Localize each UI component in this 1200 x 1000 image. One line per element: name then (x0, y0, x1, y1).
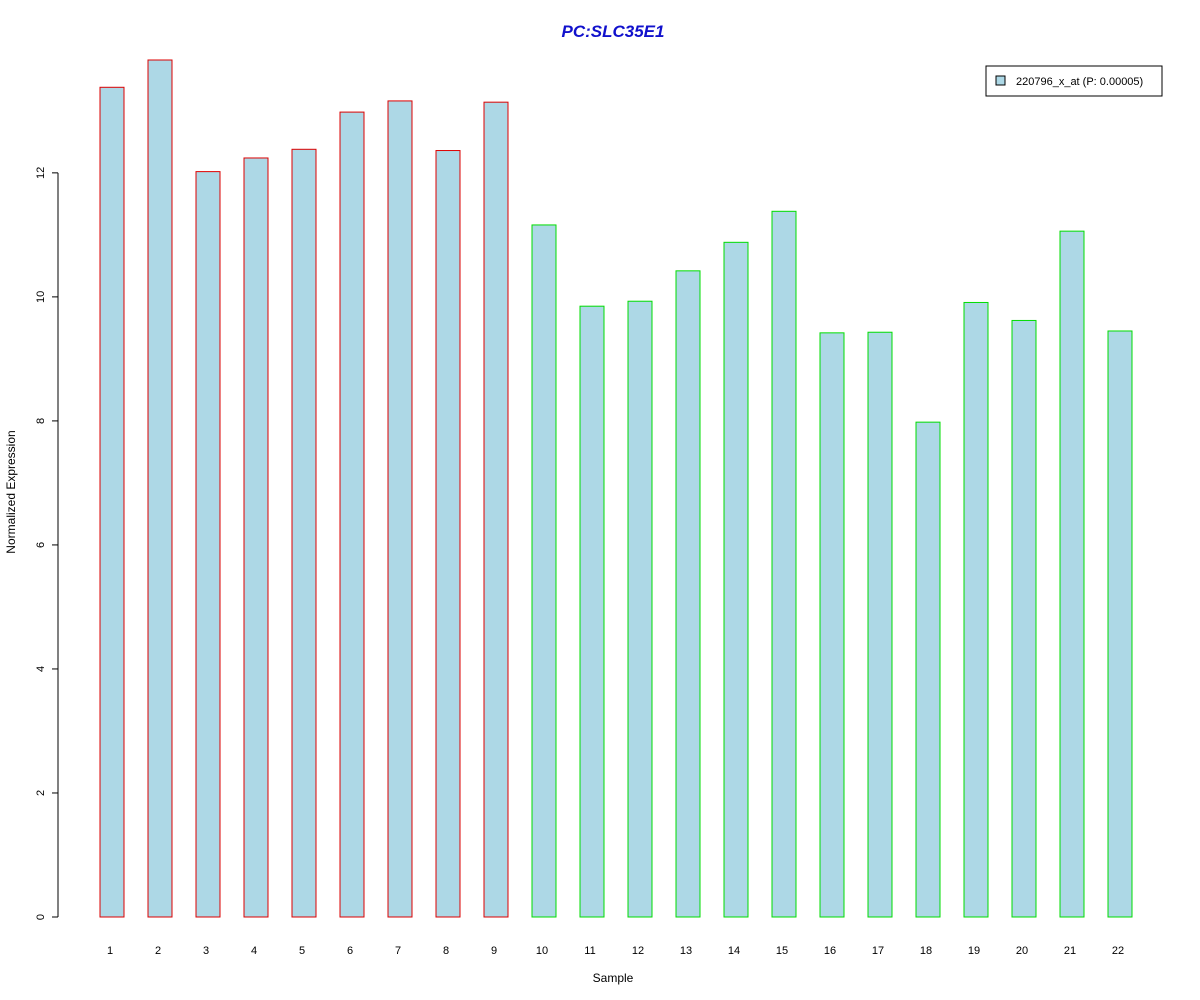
y-tick-label: 4 (35, 666, 47, 672)
bar (771, 210, 797, 918)
x-tick-label: 3 (203, 945, 209, 957)
bar (147, 59, 173, 918)
x-tick-label: 16 (824, 945, 836, 957)
bar (243, 157, 269, 918)
bar (915, 421, 941, 918)
legend-label: 220796_x_at (P: 0.00005) (1016, 76, 1143, 88)
x-tick-label: 13 (680, 945, 692, 957)
bar (195, 171, 221, 918)
bars (99, 59, 1133, 918)
x-tick-label: 7 (395, 945, 401, 957)
bar (99, 86, 125, 918)
bar (579, 305, 605, 918)
x-tick-label: 12 (632, 945, 644, 957)
x-tick-label: 10 (536, 945, 548, 957)
x-tick-label: 6 (347, 945, 353, 957)
x-tick-label: 19 (968, 945, 980, 957)
bar (963, 301, 989, 918)
bar (1059, 230, 1085, 918)
x-tick-label: 5 (299, 945, 305, 957)
x-tick-label: 18 (920, 945, 932, 957)
bar (627, 300, 653, 918)
bar (675, 270, 701, 918)
chart-title: PC:SLC35E1 (562, 22, 665, 41)
x-tick-label: 9 (491, 945, 497, 957)
bar (867, 331, 893, 918)
x-tick-label: 15 (776, 945, 788, 957)
x-axis-tick-labels: 1 2 3 4 5 6 7 8 9 10 11 12 13 14 15 16 17 18 19 20 21 22 (107, 945, 1124, 957)
legend-swatch (995, 75, 1006, 86)
y-tick-label: 8 (35, 418, 47, 424)
y-tick-label: 2 (35, 790, 47, 796)
x-tick-label: 14 (728, 945, 740, 957)
bar (387, 100, 413, 918)
bar (339, 111, 365, 918)
bar (435, 150, 461, 918)
y-tick-label: 10 (35, 291, 47, 303)
x-tick-label: 11 (584, 945, 595, 957)
x-tick-label: 1 (107, 945, 113, 957)
bar (819, 332, 845, 918)
x-tick-label: 22 (1112, 945, 1124, 957)
bar (1107, 330, 1133, 918)
legend-box (985, 65, 1163, 97)
y-tick-label: 12 (35, 167, 47, 179)
x-tick-label: 20 (1016, 945, 1028, 957)
y-axis: 0 2 4 6 8 10 12 (35, 167, 59, 920)
x-axis-label: Sample (593, 971, 634, 985)
bar (1011, 319, 1037, 918)
bar (723, 241, 749, 918)
bar (291, 148, 317, 918)
x-tick-label: 17 (872, 945, 884, 957)
x-tick-label: 21 (1064, 945, 1076, 957)
legend: 220796_x_at (P: 0.00005) (985, 65, 1163, 97)
x-tick-label: 2 (155, 945, 161, 957)
bar (531, 224, 557, 918)
x-tick-label: 4 (251, 945, 257, 957)
y-tick-label: 0 (35, 914, 47, 920)
y-axis-label: Normalized Expression (4, 430, 18, 553)
x-tick-label: 8 (443, 945, 449, 957)
bar (483, 101, 509, 918)
y-tick-label: 6 (35, 542, 47, 548)
